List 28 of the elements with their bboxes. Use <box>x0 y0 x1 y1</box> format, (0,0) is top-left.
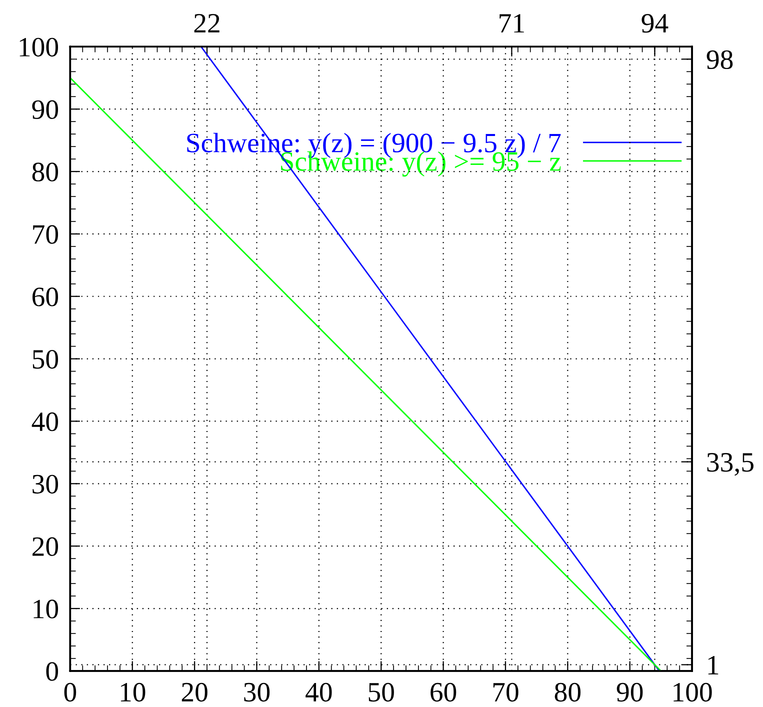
y2-tick-label: 98 <box>706 50 733 70</box>
x-tick-label: 10 <box>120 682 146 702</box>
x-tick-label: 30 <box>244 682 270 702</box>
y-tick-label: 60 <box>32 288 58 306</box>
x2-tick-label: 22 <box>194 14 220 32</box>
y-tick-label: 10 <box>34 600 58 618</box>
x-tick-label: 0 <box>64 682 76 702</box>
x2-tick-label: 71 <box>500 14 524 32</box>
x-tick-label: 60 <box>430 682 456 702</box>
y-tick-label: 70 <box>33 225 58 244</box>
y-tick-label: 90 <box>32 100 58 119</box>
x-tick-label: 50 <box>368 682 394 702</box>
x-tick-label: 20 <box>182 682 208 702</box>
x-tick-label: 70 <box>493 682 518 702</box>
y-tick-label: 80 <box>32 162 58 182</box>
x-tick-label: 40 <box>306 682 332 702</box>
x-tick-label: 100 <box>674 682 712 702</box>
y2-tick-label: 1 <box>708 656 718 674</box>
y2-tick-label: 33,5 <box>707 453 754 476</box>
x2-tick-label: 94 <box>642 14 668 33</box>
x-tick-label: 80 <box>554 682 580 702</box>
y-tick-label: 0 <box>46 662 58 681</box>
y-tick-label: 100 <box>20 38 58 57</box>
y-tick-label: 40 <box>32 412 58 432</box>
y-tick-label: 30 <box>32 474 58 494</box>
y-tick-label: 20 <box>32 537 58 556</box>
x-tick-label: 90 <box>616 682 643 702</box>
y-tick-label: 50 <box>32 350 58 369</box>
